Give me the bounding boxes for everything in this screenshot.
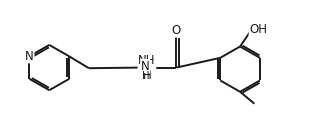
Text: N: N (25, 50, 34, 63)
Text: OH: OH (249, 23, 267, 36)
Text: N: N (141, 60, 150, 72)
Text: H: H (142, 71, 149, 81)
Text: O: O (172, 24, 181, 37)
Text: NH
H: NH H (138, 54, 156, 82)
